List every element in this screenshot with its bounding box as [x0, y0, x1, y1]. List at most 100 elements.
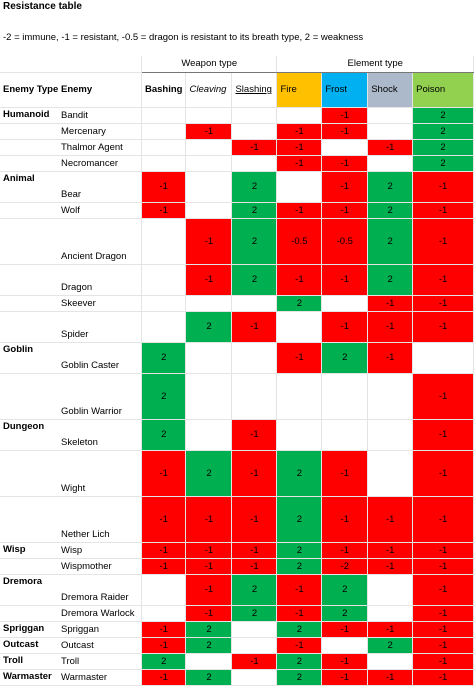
slashing-value	[231, 155, 278, 172]
column-header-row: Enemy Type Enemy Bashing Cleaving Slashi…	[0, 72, 474, 108]
enemy-cell: Wolf	[0, 202, 142, 219]
slashing-value: -1	[231, 542, 278, 559]
cleaving-value: 2	[185, 637, 233, 654]
enemy-name-label: Dremora Warlock	[61, 608, 135, 619]
bashing-value: -1	[141, 558, 187, 575]
enemy-name-label: Wisp	[61, 545, 83, 556]
frost-value: -2	[321, 558, 369, 575]
poison-value: -1	[412, 621, 474, 638]
frost-value	[321, 373, 369, 420]
bashing-value: -1	[141, 171, 187, 203]
enemy-cell: Ancient Dragon	[0, 218, 142, 265]
fire-value: -1	[276, 574, 323, 606]
cleaving-value: -1	[185, 558, 233, 575]
poison-value: 2	[412, 139, 474, 156]
fire-value: 2	[276, 295, 323, 312]
cleaving-value	[185, 171, 233, 203]
slashing-value	[231, 123, 278, 140]
poison-value: -1	[412, 574, 474, 606]
table-row: Goblin Warrior 2 -1	[0, 373, 474, 420]
fire-value: -1	[276, 605, 323, 622]
shock-value: -1	[367, 295, 414, 312]
slashing-value: 2	[231, 574, 278, 606]
fire-value: -1	[276, 202, 323, 219]
enemy-type-label: Outcast	[3, 639, 39, 650]
slashing-value	[231, 342, 278, 374]
table-row: Humanoid Bandit -1 2	[0, 107, 474, 124]
header-frost: Frost	[321, 72, 369, 108]
table-row: Ancient Dragon -1 2 -0.5 -0.5 2 -1	[0, 218, 474, 265]
cleaving-value	[185, 373, 233, 420]
slashing-value	[231, 295, 278, 312]
cleaving-value	[185, 202, 233, 219]
enemy-name-label: Wispmother	[61, 561, 112, 572]
frost-value: -1	[321, 202, 369, 219]
poison-value: -1	[412, 558, 474, 575]
poison-value: -1	[412, 450, 474, 497]
bashing-value: -1	[141, 542, 187, 559]
shock-value: -1	[367, 621, 414, 638]
enemy-name-label: Spriggan	[61, 624, 100, 635]
slashing-value	[231, 669, 278, 686]
enemy-name-label: Skeleton	[61, 437, 98, 448]
bashing-value	[141, 311, 187, 343]
frost-value: -1	[321, 107, 369, 124]
slashing-value: -1	[231, 450, 278, 497]
table-row: Dungeon Skeleton 2 -1 -1	[0, 419, 474, 451]
header-cleaving: Cleaving	[185, 72, 233, 108]
poison-value: -1	[412, 653, 474, 670]
enemy-name-label: Necromancer	[61, 158, 119, 169]
cleaving-value: -1	[185, 264, 233, 296]
header-shock: Shock	[367, 72, 414, 108]
bashing-value: -1	[141, 450, 187, 497]
table-row: Thalmor Agent -1 -1 -1 2	[0, 139, 474, 156]
poison-value	[412, 342, 474, 374]
shock-value: 2	[367, 264, 414, 296]
frost-value	[321, 139, 369, 156]
enemy-name-label: Goblin Warrior	[61, 406, 122, 417]
table-row: Nether Lich -1 -1 -1 2 -1 -1 -1	[0, 496, 474, 543]
enemy-cell: Thalmor Agent	[0, 139, 142, 156]
shock-value	[367, 574, 414, 606]
cleaving-value: -1	[185, 542, 233, 559]
cleaving-value	[185, 295, 233, 312]
slashing-value: 2	[231, 202, 278, 219]
header-fire: Fire	[276, 72, 323, 108]
fire-value: 2	[276, 621, 323, 638]
cleaving-value: -1	[185, 574, 233, 606]
poison-value: -1	[412, 264, 474, 296]
frost-value: -1	[321, 542, 369, 559]
enemy-cell: Wispmother	[0, 558, 142, 575]
fire-value: -1	[276, 637, 323, 654]
cleaving-value: 2	[185, 450, 233, 497]
poison-value: 2	[412, 123, 474, 140]
table-row: Dremora Dremora Raider -1 2 -1 2 -1	[0, 574, 474, 606]
group-header-row: Weapon type Element type	[0, 56, 474, 73]
fire-value: 2	[276, 542, 323, 559]
shock-value	[367, 605, 414, 622]
weapon-type-header: Weapon type	[141, 56, 278, 73]
fire-value: 2	[276, 653, 323, 670]
header-enemy-type: Enemy Type Enemy	[0, 72, 142, 108]
enemy-type-label: Dremora	[3, 576, 43, 587]
enemy-cell: Dragon	[0, 264, 142, 296]
table-row: Wolf -1 2 -1 -1 2 -1	[0, 202, 474, 219]
enemy-cell: Spider	[0, 311, 142, 343]
frost-value	[321, 419, 369, 451]
cleaving-value: -1	[185, 605, 233, 622]
poison-value: 2	[412, 155, 474, 172]
shock-value	[367, 653, 414, 670]
slashing-value: -1	[231, 139, 278, 156]
shock-value: 2	[367, 171, 414, 203]
enemy-cell: Warmaster Warmaster	[0, 669, 142, 686]
bashing-value	[141, 264, 187, 296]
table-row: Necromancer -1 -1 2	[0, 155, 474, 172]
slashing-value: 2	[231, 264, 278, 296]
enemy-cell: Dungeon Skeleton	[0, 419, 142, 451]
fire-value: -1	[276, 342, 323, 374]
frost-value: -0.5	[321, 218, 369, 265]
table-row: Dragon -1 2 -1 -1 2 -1	[0, 264, 474, 296]
table-row: Skeever 2 -1 -1	[0, 295, 474, 312]
enemy-cell: Humanoid Bandit	[0, 107, 142, 124]
enemy-name-label: Troll	[61, 656, 80, 667]
